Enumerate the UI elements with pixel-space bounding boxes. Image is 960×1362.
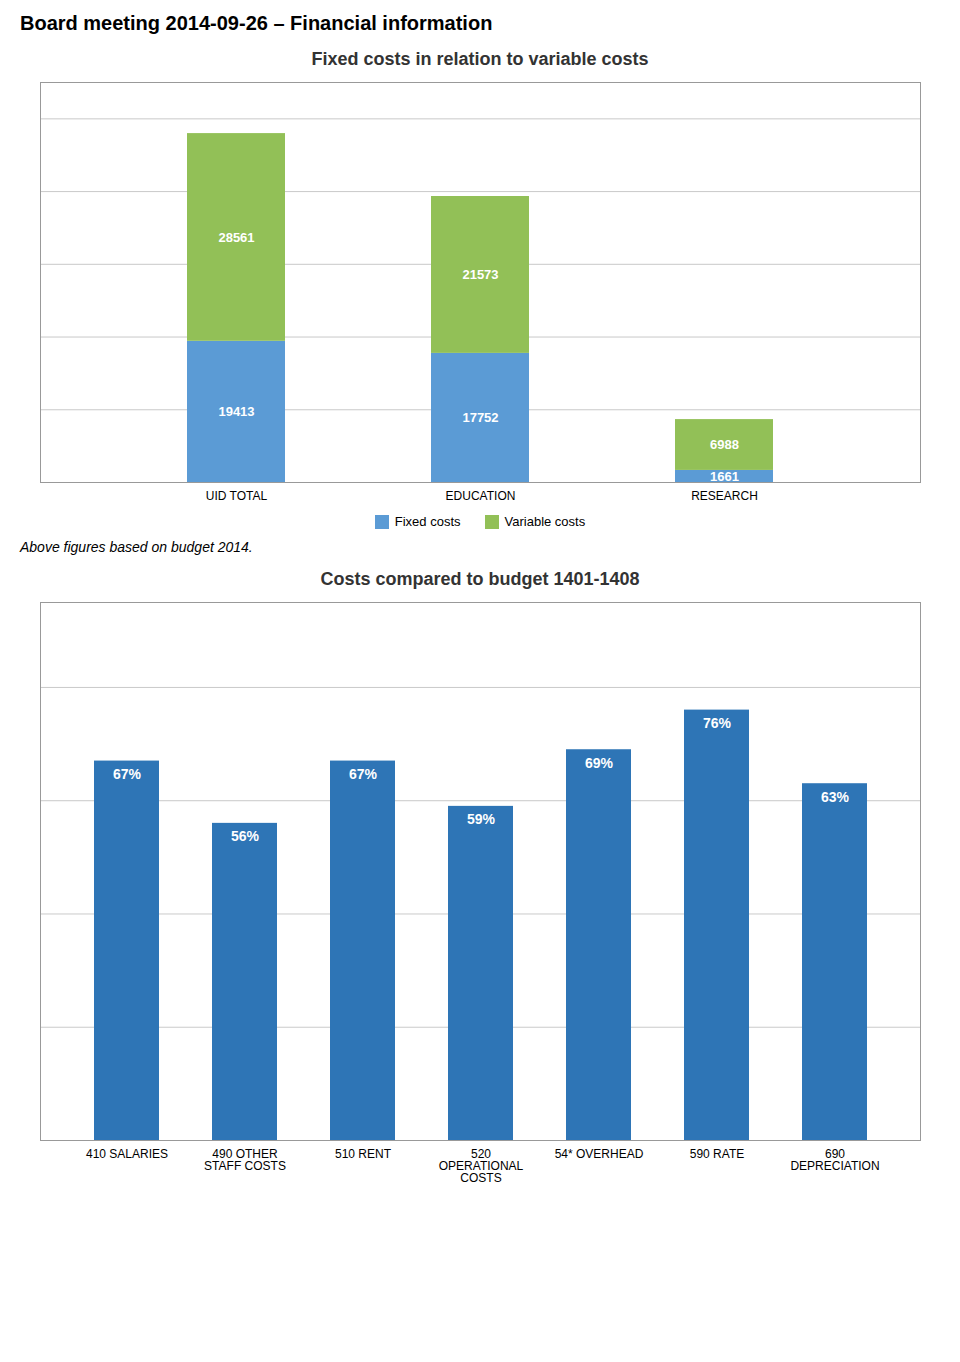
svg-text:76%: 76%: [703, 715, 732, 731]
html-text:Fixed costs in relation to var: Fixed costs in relation to variable cost…: [311, 49, 649, 69]
svg-text:69%: 69%: [585, 755, 614, 771]
svg-text:67%: 67%: [349, 766, 378, 782]
svg-text:21573: 21573: [462, 267, 498, 282]
svg-text:410 SALARIES: 410 SALARIES: [86, 1147, 168, 1161]
svg-text:510 RENT: 510 RENT: [335, 1147, 392, 1161]
svg-text:17752: 17752: [462, 410, 498, 425]
svg-text:56%: 56%: [231, 828, 260, 844]
html-text:Above figures based on budget: Above figures based on budget 2014.: [20, 539, 253, 555]
html-text:Costs compared to budget 1401-: Costs compared to budget 1401-1408: [320, 569, 640, 589]
svg-text:28561: 28561: [218, 230, 254, 245]
svg-text:EDUCATION: EDUCATION: [446, 489, 516, 503]
svg-text:54* OVERHEAD: 54* OVERHEAD: [555, 1147, 644, 1161]
svg-text:RESEARCH: RESEARCH: [691, 489, 758, 503]
svg-text:520OPERATIONALCOSTS: 520OPERATIONALCOSTS: [439, 1147, 524, 1185]
svg-text:6988: 6988: [710, 437, 739, 452]
svg-text:490 OTHERSTAFF COSTS: 490 OTHERSTAFF COSTS: [204, 1147, 286, 1173]
svg-text:59%: 59%: [467, 811, 496, 827]
svg-text:590 RATE: 590 RATE: [690, 1147, 744, 1161]
svg-text:1661: 1661: [710, 469, 739, 484]
svg-text:63%: 63%: [821, 789, 850, 805]
html-text:Fixed costs: Fixed costs: [394, 514, 461, 529]
svg-text:67%: 67%: [113, 766, 142, 782]
html-text:Board meeting 2014-09-26 – Fin: Board meeting 2014-09-26 – Financial inf…: [20, 12, 493, 34]
svg-text:UID TOTAL: UID TOTAL: [206, 489, 268, 503]
svg-text:19413: 19413: [218, 404, 254, 419]
html-text:Variable costs: Variable costs: [504, 514, 586, 529]
svg-text:690DEPRECIATION: 690DEPRECIATION: [790, 1147, 879, 1173]
